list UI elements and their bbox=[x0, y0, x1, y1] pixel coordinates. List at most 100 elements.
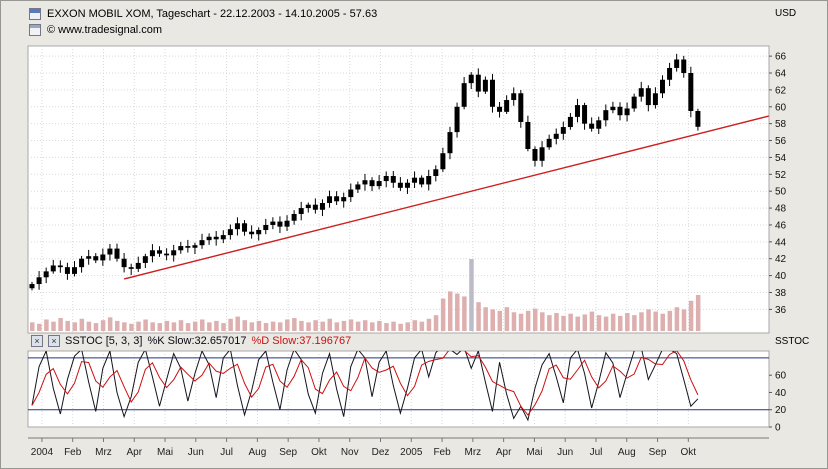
candle bbox=[319, 203, 325, 210]
candle bbox=[482, 79, 488, 92]
candle bbox=[659, 79, 665, 94]
volume-bar bbox=[426, 318, 432, 331]
volume-bar bbox=[270, 321, 276, 331]
stoch-unit-label: SSTOC bbox=[775, 336, 810, 347]
candle bbox=[220, 235, 226, 240]
volume-bar bbox=[214, 320, 219, 331]
candle bbox=[178, 246, 184, 251]
candle bbox=[461, 83, 467, 107]
price-tick-label: 54 bbox=[775, 153, 787, 164]
x-axis-label: Nov bbox=[341, 447, 359, 458]
candle bbox=[468, 74, 474, 84]
candle bbox=[369, 180, 375, 187]
candle bbox=[249, 231, 255, 235]
volume-bar bbox=[242, 320, 248, 331]
volume-bar bbox=[157, 323, 163, 331]
candle bbox=[305, 204, 311, 209]
volume-bar bbox=[306, 322, 311, 331]
volume-bar bbox=[455, 293, 460, 331]
volume-bar bbox=[86, 321, 92, 331]
candle bbox=[114, 248, 120, 259]
volume-bar bbox=[313, 320, 318, 331]
x-axis-label: Mai bbox=[526, 447, 542, 458]
candle bbox=[497, 106, 503, 112]
candle bbox=[128, 267, 134, 269]
price-tick-label: 48 bbox=[775, 204, 787, 215]
indicator-close-icon[interactable]: × bbox=[31, 335, 43, 347]
stoch-k-readout: %K Slow:32.657017 bbox=[147, 335, 247, 347]
stoch-d-line bbox=[31, 351, 699, 416]
stoch-tick-label: 0 bbox=[775, 423, 781, 434]
volume-bar bbox=[497, 310, 503, 331]
candle bbox=[291, 213, 297, 221]
candle bbox=[638, 88, 644, 97]
x-axis-label: Mrz bbox=[465, 447, 482, 458]
candle bbox=[171, 250, 177, 256]
price-tick-label: 36 bbox=[775, 305, 787, 316]
volume-bar bbox=[547, 315, 552, 331]
volume-bar bbox=[575, 316, 580, 331]
volume-bar bbox=[419, 321, 425, 331]
volume-bar bbox=[320, 321, 325, 331]
volume-bar bbox=[525, 310, 531, 331]
candle bbox=[93, 256, 99, 261]
candle bbox=[256, 230, 262, 235]
indicator-settings-icon[interactable]: × bbox=[48, 335, 60, 347]
candle bbox=[135, 262, 141, 269]
volume-bar bbox=[362, 320, 368, 331]
candle bbox=[298, 208, 304, 214]
volume-bar bbox=[617, 315, 623, 331]
volume-bar bbox=[30, 322, 35, 331]
stoch-tick-label: 20 bbox=[775, 405, 787, 416]
x-axis-label: Okt bbox=[681, 447, 697, 458]
volume-bar bbox=[107, 317, 113, 331]
volume-series bbox=[30, 259, 701, 331]
volume-bar bbox=[660, 313, 665, 331]
volume-bar bbox=[610, 313, 616, 331]
volume-bar bbox=[164, 320, 170, 331]
volume-bar bbox=[150, 322, 155, 331]
volume-bar bbox=[589, 311, 595, 331]
volume-bar bbox=[405, 322, 410, 331]
candle bbox=[192, 245, 198, 248]
volume-bar bbox=[129, 323, 134, 331]
volume-bar bbox=[263, 323, 269, 331]
candle bbox=[164, 253, 170, 256]
x-axis-label: Sep bbox=[279, 447, 297, 458]
candle bbox=[270, 221, 276, 225]
volume-bar bbox=[582, 314, 588, 331]
volume-bar bbox=[681, 309, 687, 331]
volume-bar bbox=[384, 323, 389, 331]
candle bbox=[412, 177, 418, 183]
volume-bar bbox=[462, 296, 467, 331]
volume-bar bbox=[72, 322, 78, 331]
price-tick-label: 66 bbox=[775, 52, 787, 63]
candle bbox=[404, 182, 410, 188]
price-tick-label: 42 bbox=[775, 254, 787, 265]
candle bbox=[277, 221, 283, 227]
candle bbox=[149, 250, 155, 257]
candle bbox=[567, 116, 573, 128]
candle bbox=[234, 223, 240, 230]
candle bbox=[107, 248, 113, 255]
volume-bar bbox=[568, 313, 573, 331]
main-panel-bg[interactable] bbox=[27, 45, 770, 334]
candle bbox=[539, 147, 545, 161]
volume-bar bbox=[348, 319, 354, 331]
volume-bar bbox=[122, 322, 127, 331]
candle bbox=[64, 267, 70, 274]
volume-bar bbox=[518, 313, 524, 331]
volume-bar bbox=[370, 322, 375, 331]
volume-bar bbox=[334, 322, 340, 331]
chart-title: EXXON MOBIL XOM, Tageschart - 22.12.2003… bbox=[47, 8, 378, 20]
price-tick-label: 64 bbox=[775, 69, 787, 80]
x-axis-label: Feb bbox=[64, 447, 82, 458]
x-axis-label: Aug bbox=[618, 447, 636, 458]
candle bbox=[582, 105, 588, 124]
volume-bar bbox=[632, 315, 637, 331]
candle bbox=[574, 105, 580, 117]
volume-bar bbox=[447, 291, 453, 331]
volume-bar bbox=[115, 320, 120, 331]
